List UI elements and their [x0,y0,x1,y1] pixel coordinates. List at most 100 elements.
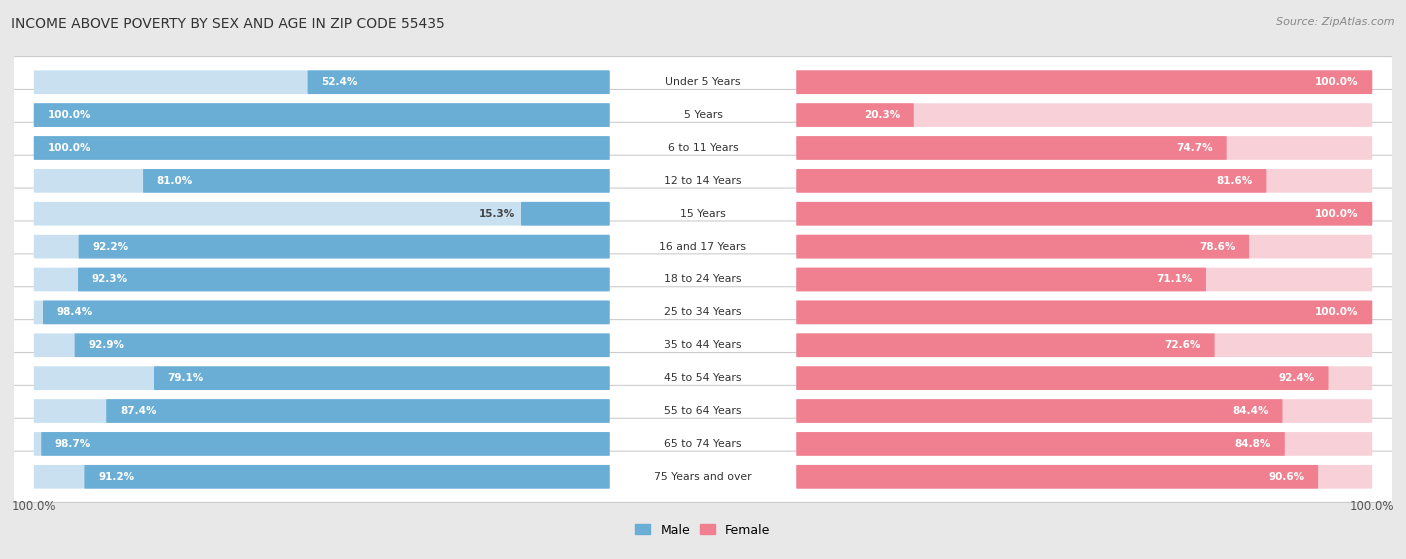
Text: 98.4%: 98.4% [56,307,93,318]
FancyBboxPatch shape [796,301,1372,324]
FancyBboxPatch shape [13,451,1393,503]
FancyBboxPatch shape [79,268,610,291]
FancyBboxPatch shape [308,70,610,94]
Text: 72.6%: 72.6% [1164,340,1201,350]
Text: 5 Years: 5 Years [683,110,723,120]
FancyBboxPatch shape [796,366,1372,390]
FancyBboxPatch shape [796,136,1226,160]
FancyBboxPatch shape [34,432,610,456]
FancyBboxPatch shape [34,70,610,94]
Text: Under 5 Years: Under 5 Years [665,77,741,87]
FancyBboxPatch shape [79,235,610,258]
Text: 92.3%: 92.3% [91,274,128,285]
Text: 15.3%: 15.3% [478,209,515,219]
FancyBboxPatch shape [34,268,610,291]
Text: 52.4%: 52.4% [322,77,357,87]
Text: 90.6%: 90.6% [1268,472,1305,482]
FancyBboxPatch shape [796,169,1267,193]
FancyBboxPatch shape [796,333,1215,357]
Text: 35 to 44 Years: 35 to 44 Years [664,340,742,350]
Text: 79.1%: 79.1% [167,373,204,383]
Text: INCOME ABOVE POVERTY BY SEX AND AGE IN ZIP CODE 55435: INCOME ABOVE POVERTY BY SEX AND AGE IN Z… [11,17,444,31]
Text: 100.0%: 100.0% [48,110,91,120]
Text: 45 to 54 Years: 45 to 54 Years [664,373,742,383]
Text: 78.6%: 78.6% [1199,241,1236,252]
FancyBboxPatch shape [13,155,1393,206]
FancyBboxPatch shape [796,399,1372,423]
FancyBboxPatch shape [34,103,610,127]
FancyBboxPatch shape [796,268,1206,291]
FancyBboxPatch shape [13,287,1393,338]
Text: 12 to 14 Years: 12 to 14 Years [664,176,742,186]
FancyBboxPatch shape [796,432,1285,456]
FancyBboxPatch shape [13,254,1393,305]
FancyBboxPatch shape [796,465,1319,489]
Text: 65 to 74 Years: 65 to 74 Years [664,439,742,449]
FancyBboxPatch shape [796,301,1372,324]
Text: 100.0%: 100.0% [1350,500,1395,514]
FancyBboxPatch shape [796,465,1372,489]
FancyBboxPatch shape [41,432,610,456]
FancyBboxPatch shape [796,70,1372,94]
FancyBboxPatch shape [796,70,1372,94]
FancyBboxPatch shape [34,366,610,390]
FancyBboxPatch shape [13,418,1393,470]
FancyBboxPatch shape [796,432,1372,456]
Text: 92.9%: 92.9% [89,340,124,350]
Text: 84.4%: 84.4% [1232,406,1268,416]
Text: 81.6%: 81.6% [1216,176,1253,186]
FancyBboxPatch shape [155,366,610,390]
FancyBboxPatch shape [13,353,1393,404]
Text: 87.4%: 87.4% [120,406,156,416]
Text: 55 to 64 Years: 55 to 64 Years [664,406,742,416]
FancyBboxPatch shape [44,301,610,324]
FancyBboxPatch shape [796,366,1329,390]
FancyBboxPatch shape [34,301,610,324]
FancyBboxPatch shape [75,333,610,357]
FancyBboxPatch shape [107,399,610,423]
Text: Source: ZipAtlas.com: Source: ZipAtlas.com [1277,17,1395,27]
FancyBboxPatch shape [796,202,1372,226]
FancyBboxPatch shape [34,333,610,357]
Text: 100.0%: 100.0% [1315,209,1358,219]
FancyBboxPatch shape [13,320,1393,371]
FancyBboxPatch shape [796,235,1249,258]
Text: 100.0%: 100.0% [11,500,56,514]
FancyBboxPatch shape [13,89,1393,141]
Text: 100.0%: 100.0% [1315,307,1358,318]
FancyBboxPatch shape [13,56,1393,108]
FancyBboxPatch shape [796,235,1372,258]
FancyBboxPatch shape [13,221,1393,272]
FancyBboxPatch shape [796,136,1372,160]
FancyBboxPatch shape [84,465,610,489]
Text: 92.2%: 92.2% [93,241,128,252]
FancyBboxPatch shape [143,169,610,193]
FancyBboxPatch shape [796,333,1372,357]
Text: 100.0%: 100.0% [1315,77,1358,87]
Text: 6 to 11 Years: 6 to 11 Years [668,143,738,153]
Legend: Male, Female: Male, Female [630,519,776,542]
Text: 98.7%: 98.7% [55,439,91,449]
Text: 71.1%: 71.1% [1156,274,1192,285]
Text: 84.8%: 84.8% [1234,439,1271,449]
FancyBboxPatch shape [34,169,610,193]
FancyBboxPatch shape [13,122,1393,174]
Text: 100.0%: 100.0% [48,143,91,153]
Text: 16 and 17 Years: 16 and 17 Years [659,241,747,252]
Text: 91.2%: 91.2% [98,472,134,482]
Text: 25 to 34 Years: 25 to 34 Years [664,307,742,318]
Text: 75 Years and over: 75 Years and over [654,472,752,482]
FancyBboxPatch shape [796,268,1372,291]
Text: 15 Years: 15 Years [681,209,725,219]
FancyBboxPatch shape [796,399,1282,423]
FancyBboxPatch shape [796,103,914,127]
FancyBboxPatch shape [34,103,610,127]
Text: 18 to 24 Years: 18 to 24 Years [664,274,742,285]
FancyBboxPatch shape [34,399,610,423]
FancyBboxPatch shape [522,202,610,226]
FancyBboxPatch shape [796,103,1372,127]
Text: 92.4%: 92.4% [1278,373,1315,383]
FancyBboxPatch shape [34,136,610,160]
FancyBboxPatch shape [796,169,1372,193]
FancyBboxPatch shape [34,235,610,258]
